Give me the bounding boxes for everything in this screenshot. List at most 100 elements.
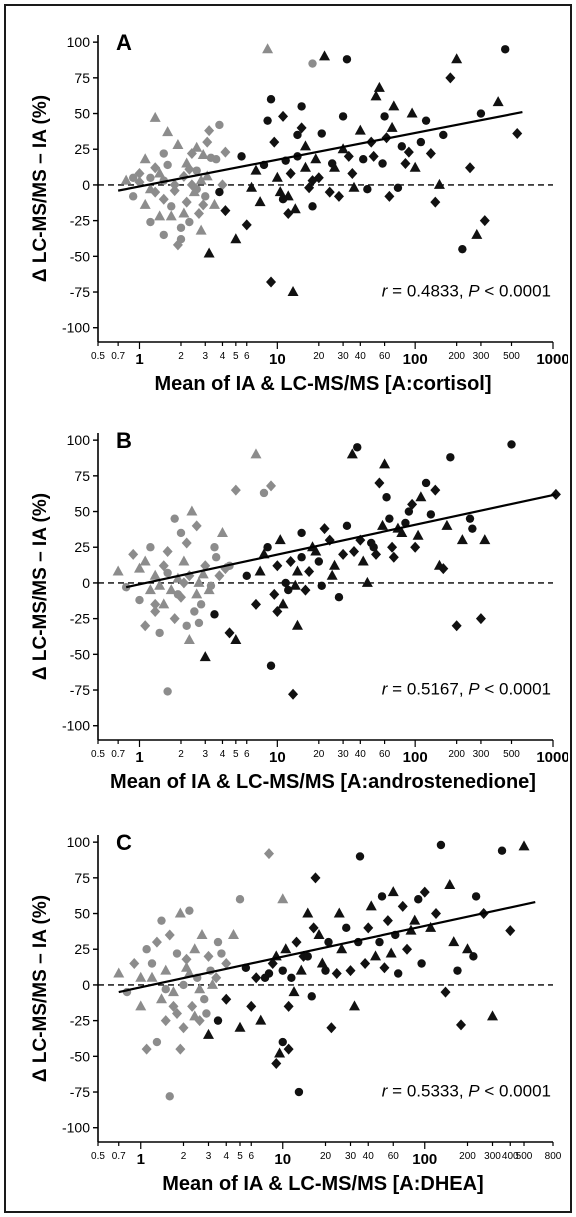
y-tick-label: 0 xyxy=(82,575,90,591)
gray-triangle-point xyxy=(154,210,166,221)
black-diamond-point xyxy=(319,523,330,535)
black-circle-point xyxy=(458,244,467,254)
gray-diamond-point xyxy=(193,207,204,219)
black-circle-point xyxy=(417,959,426,968)
gray-diamond-point xyxy=(168,1000,179,1012)
gray-diamond-point xyxy=(150,598,161,610)
black-circle-point xyxy=(237,152,246,161)
gray-diamond-point xyxy=(230,484,241,496)
x-tick-label: 500 xyxy=(503,749,520,760)
black-diamond-point xyxy=(269,136,280,148)
x-axis-label: Mean of IA & LC-MS/MS [A:cortisol] xyxy=(154,373,491,395)
gray-triangle-point xyxy=(144,183,156,194)
black-triangle-point xyxy=(230,634,242,645)
black-circle-point xyxy=(303,952,312,961)
gray-diamond-point xyxy=(150,162,161,174)
black-circle-point xyxy=(421,478,431,488)
black-triangle-point xyxy=(255,1014,267,1025)
gray-triangle-point xyxy=(189,943,201,954)
gray-circle-point xyxy=(135,595,144,605)
gray-diamond-point xyxy=(140,620,151,632)
gray-triangle-point xyxy=(112,565,124,576)
correlation-annotation: r = 0.5333, P < 0.0001 xyxy=(382,1081,551,1100)
gray-diamond-point xyxy=(220,146,231,158)
gray-circle-point xyxy=(185,217,194,227)
black-triangle-point xyxy=(348,1000,360,1011)
gray-diamond-point xyxy=(164,929,175,941)
x-tick-label: 1 xyxy=(137,1151,145,1168)
x-tick-label: 30 xyxy=(338,749,350,760)
black-triangle-point xyxy=(409,914,421,925)
black-diamond-point xyxy=(400,158,411,170)
black-diamond-point xyxy=(326,1022,337,1034)
x-tick-label: 500 xyxy=(516,1151,533,1162)
black-diamond-point xyxy=(388,551,399,563)
black-circle-point xyxy=(297,102,306,111)
black-circle-point xyxy=(242,571,251,580)
black-triangle-point xyxy=(277,598,289,609)
x-tick-label: 0.5 xyxy=(91,1151,105,1162)
chart-b-svg: 100 75 50 25 0 -25 -50 -75 -100 0.5 0.7 1 2 3 4 5 6 10 20 3… xyxy=(30,428,570,793)
black-triangle-point xyxy=(329,559,341,570)
gray-circle-point xyxy=(176,223,186,232)
gray-circle-point xyxy=(146,217,155,227)
black-triangle-point xyxy=(387,886,399,897)
gray-triangle-point xyxy=(167,986,179,997)
black-diamond-point xyxy=(331,968,342,980)
black-triangle-point xyxy=(348,181,360,192)
gray-circle-point xyxy=(210,543,219,552)
black-diamond-point xyxy=(296,122,307,134)
black-triangle-point xyxy=(291,565,303,576)
gray-triangle-point xyxy=(191,141,203,152)
gray-diamond-point xyxy=(217,179,228,191)
black-diamond-point xyxy=(425,148,436,160)
y-tick-label: -50 xyxy=(70,248,90,264)
gray-circle-point xyxy=(217,949,226,958)
black-triangle-point xyxy=(336,943,348,954)
x-tick-label: 5 xyxy=(233,351,239,362)
gray-triangle-point xyxy=(154,167,166,178)
black-diamond-point xyxy=(355,534,366,546)
black-circle-point xyxy=(293,130,302,140)
black-circle-point xyxy=(317,581,326,590)
black-triangle-point xyxy=(409,161,421,172)
black-triangle-point xyxy=(254,565,266,576)
gray-circle-point xyxy=(200,995,209,1004)
black-circle-point xyxy=(397,142,407,151)
y-tick-label: 0 xyxy=(82,177,90,193)
y-tick-label: 25 xyxy=(74,141,90,157)
black-diamond-point xyxy=(407,498,418,510)
black-diamond-point xyxy=(308,922,319,934)
black-circle-point xyxy=(297,553,306,562)
black-diamond-point xyxy=(221,993,232,1005)
black-circle-point xyxy=(281,578,290,588)
panel-label: B xyxy=(116,428,132,453)
y-tick-label: -100 xyxy=(62,320,90,336)
black-diamond-point xyxy=(272,605,283,617)
panel-label: C xyxy=(116,830,132,855)
gray-circle-point xyxy=(163,160,172,170)
gray-triangle-point xyxy=(178,555,190,566)
y-tick-label: -75 xyxy=(70,1084,90,1100)
x-tick-label: 100 xyxy=(403,351,428,368)
black-triangle-point xyxy=(274,1047,286,1058)
gray-circle-point xyxy=(201,192,210,201)
gray-circle-point xyxy=(211,155,221,164)
black-triangle-point xyxy=(329,161,341,172)
gray-diamond-point xyxy=(181,953,192,965)
gray-diamond-point xyxy=(129,958,140,970)
black-diamond-point xyxy=(347,168,358,180)
black-triangle-point xyxy=(287,286,299,297)
gray-diamond-point xyxy=(263,848,274,860)
black-circle-point xyxy=(278,1037,287,1047)
gray-diamond-point xyxy=(169,179,180,191)
black-circle-point xyxy=(421,116,431,125)
black-triangle-point xyxy=(288,986,300,997)
black-triangle-point xyxy=(354,124,366,135)
black-diamond-point xyxy=(241,219,252,231)
figure-frame xyxy=(4,4,572,1213)
gray-circle-point xyxy=(128,173,138,182)
black-triangle-point xyxy=(388,100,400,111)
gray-triangle-point xyxy=(160,964,172,975)
